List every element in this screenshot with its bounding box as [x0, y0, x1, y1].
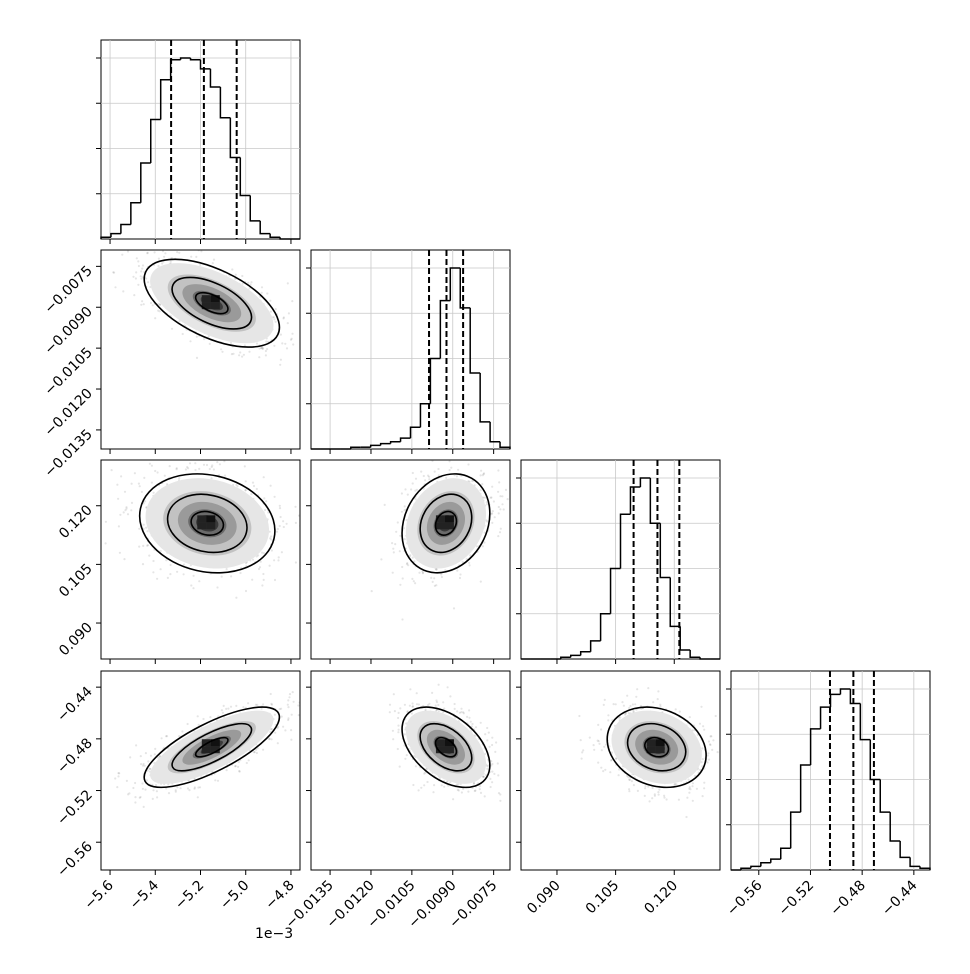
x-tick-label-4-3: −0.44 — [879, 877, 921, 919]
pair-3-4-core-3 — [656, 746, 665, 753]
x-tick-label-1-2: −5.2 — [172, 878, 207, 913]
x-tick-label-3-0: 0.090 — [524, 878, 564, 918]
x-tick-label-1-4: −4.8 — [262, 878, 297, 913]
pair-1-3-core-3 — [206, 522, 215, 529]
hist-panel-1 — [96, 40, 300, 239]
pair-1-2-core-3 — [211, 302, 220, 309]
x-tick-label-4-2: −0.48 — [827, 878, 869, 920]
pair-panel-3-4 — [516, 671, 746, 875]
y-tick-label-3-2: 0.090 — [56, 620, 96, 660]
hist-panel-2 — [306, 250, 510, 449]
x-tick-label-3-1: 0.105 — [583, 878, 623, 918]
pair-panel-2-3 — [306, 444, 520, 665]
y-tick-label-3-0: 0.120 — [56, 502, 96, 542]
y-tick-label-4-2: −0.52 — [54, 787, 96, 829]
y-tick-label-4-3: −0.56 — [54, 839, 96, 881]
pair-2-3-core-1 — [445, 515, 454, 522]
pair-1-2-core-0 — [202, 295, 211, 302]
pair-1-3-core-0 — [197, 515, 206, 522]
x-offset-label-1: 1e−3 — [255, 926, 293, 942]
hist-panel-3 — [516, 460, 720, 659]
pair-2-4-core-0 — [436, 739, 445, 746]
pair-2-3-core-2 — [436, 522, 445, 529]
pair-2-4-core-3 — [445, 746, 454, 753]
pair-panel-2-4 — [306, 671, 510, 875]
pair-1-3-core-1 — [206, 515, 215, 522]
y-tick-label-3-1: 0.105 — [56, 561, 96, 601]
x-tick-label-1-1: −5.4 — [127, 877, 162, 912]
pair-panel-1-2 — [93, 221, 320, 454]
x-tick-label-4-1: −0.52 — [776, 878, 818, 920]
y-tick-label-4-0: −0.44 — [54, 684, 96, 726]
x-tick-label-4-0: −0.56 — [724, 877, 766, 919]
pair-1-3-core-2 — [197, 522, 206, 529]
pair-1-4-core-2 — [202, 746, 211, 753]
x-tick-label-3-2: 0.120 — [641, 878, 681, 918]
x-tick-label-1-3: −5.0 — [217, 878, 252, 913]
pair-panel-1-3 — [79, 444, 309, 664]
x-tick-label-1-0: −5.6 — [82, 877, 117, 912]
y-tick-label-4-1: −0.48 — [54, 735, 96, 777]
pair-2-3-core-3 — [445, 522, 454, 529]
hist-panel-4 — [726, 671, 930, 870]
